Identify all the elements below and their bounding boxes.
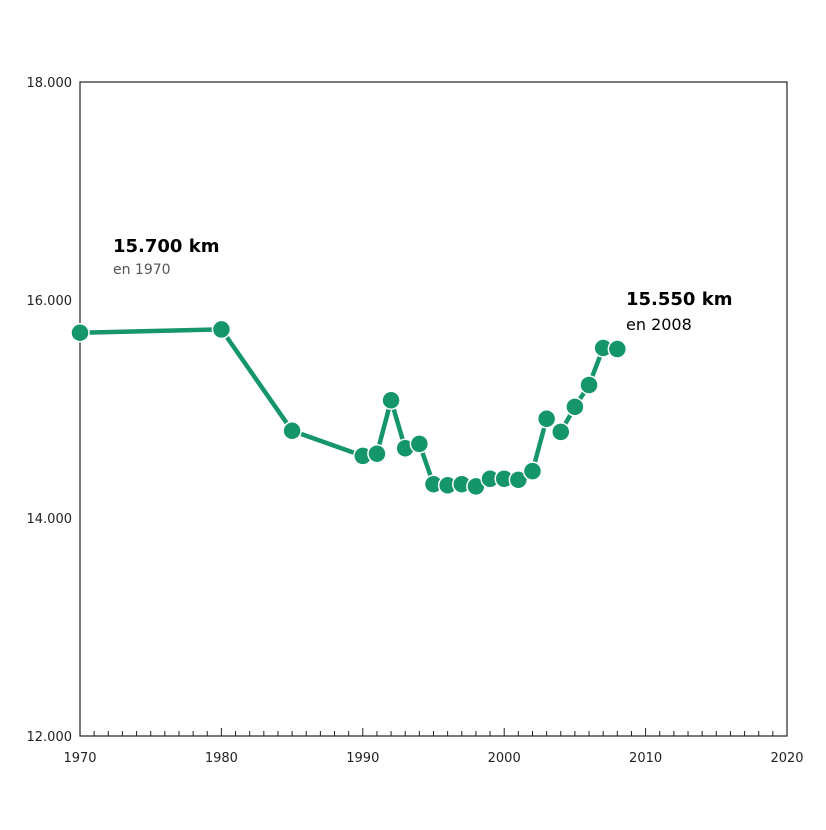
y-tick-label: 12.000 bbox=[27, 730, 73, 745]
annotation-2008-value: 15.550 km bbox=[626, 289, 732, 310]
annotations: 15.700 km en 1970 15.550 km en 2008 bbox=[113, 236, 732, 334]
data-point bbox=[367, 443, 387, 464]
x-tick-label: 1990 bbox=[346, 751, 379, 766]
x-tick-label: 1980 bbox=[205, 751, 238, 766]
axes bbox=[79, 81, 788, 737]
data-point bbox=[607, 339, 628, 359]
data-point bbox=[565, 397, 585, 417]
data-point bbox=[409, 434, 430, 454]
x-tick-label: 1970 bbox=[63, 751, 96, 766]
y-tick-label: 14.000 bbox=[27, 512, 73, 527]
data-point bbox=[522, 461, 543, 481]
x-tick-label: 2000 bbox=[488, 751, 521, 766]
annotation-1970-value: 15.700 km bbox=[113, 236, 219, 257]
data-point bbox=[282, 421, 302, 441]
y-tick-label: 16.000 bbox=[27, 294, 73, 309]
data-point bbox=[551, 422, 571, 442]
y-tick-label: 18.000 bbox=[27, 76, 73, 91]
data-point bbox=[381, 390, 401, 411]
data-point bbox=[579, 375, 599, 395]
series-group bbox=[70, 319, 628, 497]
data-point bbox=[211, 319, 232, 340]
x-tick-label: 2020 bbox=[770, 751, 803, 766]
ticks: 1970 1980 1990 2000 2010 2020 12.000 14.000 16.0… bbox=[27, 76, 804, 766]
x-tick-label: 2010 bbox=[629, 751, 662, 766]
annotation-1970-year: en 1970 bbox=[113, 262, 171, 278]
plot-frame bbox=[79, 81, 788, 737]
data-point bbox=[70, 322, 90, 343]
data-point bbox=[508, 470, 529, 490]
annotation-2008-year: en 2008 bbox=[626, 315, 692, 334]
data-point bbox=[536, 409, 557, 429]
